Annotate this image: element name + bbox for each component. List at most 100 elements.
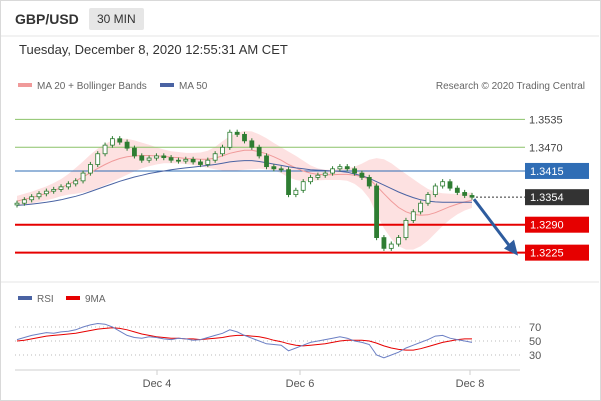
x-axis-ticks: Dec 4 Dec 6 Dec 8: [143, 370, 485, 390]
rsi-line: [16, 322, 473, 359]
candle-16: [132, 145, 137, 159]
candle-body-2: [29, 196, 35, 201]
candle-body-38: [293, 189, 299, 196]
candle-body-25: [198, 161, 203, 165]
forecast-arrow-head: [504, 239, 518, 256]
candle-51: [388, 241, 394, 251]
candle-body-57: [432, 185, 438, 195]
forecast-arrow-shaft: [472, 198, 512, 248]
candle-body-9: [80, 172, 86, 182]
ma9-legend-label: 9MA: [85, 294, 106, 305]
x-tick-label-1: Dec 6: [286, 378, 315, 390]
candle-7: [65, 181, 71, 190]
candle-28: [220, 144, 225, 157]
candle-11: [95, 151, 101, 168]
candle-body-16: [132, 147, 137, 157]
candle-40: [308, 174, 313, 185]
candle-4: [43, 188, 49, 197]
candle-body-22: [176, 159, 181, 162]
candle-body-19: [154, 155, 159, 159]
ma20-legend-label: MA 20 + Bollinger Bands: [37, 81, 147, 92]
candle-body-5: [51, 189, 57, 192]
candle-52: [396, 235, 402, 247]
candle-body-21: [168, 157, 174, 161]
candle-44: [337, 164, 343, 172]
level-label-1.3225: 1.3225: [530, 248, 564, 260]
candle-body-26: [205, 159, 211, 165]
candle-19: [154, 153, 159, 161]
level-label-1.3415: 1.3415: [530, 166, 564, 178]
candle-body-44: [337, 166, 343, 170]
ma20-legend-swatch: [18, 83, 32, 87]
candle-22: [176, 157, 181, 164]
candle-45: [344, 164, 350, 172]
candle-6: [58, 184, 64, 193]
candle-body-0: [14, 202, 20, 206]
candle-body-17: [139, 155, 145, 161]
candle-14: [117, 136, 123, 145]
candle-37: [286, 167, 291, 198]
rsi-tick-30: 30: [529, 350, 541, 362]
candle-61: [462, 189, 468, 199]
candle-body-33: [256, 146, 262, 157]
rsi-legend-swatch: [18, 296, 32, 300]
candle-55: [418, 200, 424, 215]
candle-body-11: [95, 153, 101, 165]
candle-body-54: [410, 211, 416, 221]
level-badge-1.3415: [525, 162, 589, 179]
level-label-1.3354: 1.3354: [530, 192, 564, 204]
timeframe-button[interactable]: 30 MIN: [89, 8, 144, 30]
level-label-1.3470: 1.3470: [529, 142, 563, 154]
bollinger-band-area: [17, 131, 472, 250]
candle-body-46: [352, 168, 357, 174]
main-legend: MA 20 + Bollinger Bands MA 50 Research ©…: [18, 81, 585, 92]
candle-body-32: [249, 140, 255, 148]
candle-23: [183, 156, 189, 164]
candle-58: [440, 179, 446, 189]
ma20-line: [16, 149, 473, 216]
candle-body-47: [359, 172, 365, 178]
candle-body-10: [87, 164, 93, 174]
candle-body-49: [374, 185, 379, 238]
candle-body-42: [322, 172, 328, 176]
candle-47: [359, 170, 365, 180]
x-tick-label-0: Dec 4: [143, 378, 172, 390]
candle-body-58: [440, 181, 446, 187]
candle-12: [102, 142, 108, 157]
candle-body-62: [469, 195, 475, 198]
candle-body-41: [315, 174, 321, 178]
candle-49: [374, 183, 379, 241]
price-levels: 1.3535 1.3470 1.3415 1.3354 1.3290 1.3225: [15, 114, 589, 261]
candle-body-51: [388, 243, 394, 249]
candle-54: [410, 209, 416, 223]
candle-13: [110, 136, 115, 148]
chart-datetime: Tuesday, December 8, 2020 12:55:31 AM CE…: [19, 42, 288, 57]
x-tick-label-2: Dec 8: [456, 378, 485, 390]
candle-body-30: [234, 131, 240, 135]
candle-20: [161, 153, 167, 161]
candle-body-53: [403, 219, 409, 238]
candle-36: [278, 166, 284, 173]
candle-body-28: [220, 146, 225, 155]
candle-body-8: [73, 180, 79, 185]
candle-body-45: [344, 166, 350, 170]
candle-3: [36, 191, 42, 200]
candle-body-52: [396, 237, 402, 245]
level-label-1.3535: 1.3535: [529, 114, 563, 126]
candle-0: [14, 200, 20, 208]
level-badge-1.3290: [525, 216, 589, 233]
ma50-line: [16, 160, 472, 206]
candle-body-59: [447, 181, 453, 189]
ma9-legend-swatch: [66, 296, 80, 300]
candle-32: [249, 138, 255, 150]
symbol-label: GBP/USD: [15, 11, 79, 27]
candle-33: [256, 144, 262, 159]
candle-body-14: [117, 138, 123, 143]
forecast-arrow: [472, 198, 518, 256]
candle-10: [87, 161, 93, 176]
candle-body-12: [102, 144, 108, 155]
candle-body-13: [110, 138, 115, 146]
candle-body-35: [271, 166, 277, 170]
candle-35: [271, 164, 277, 172]
